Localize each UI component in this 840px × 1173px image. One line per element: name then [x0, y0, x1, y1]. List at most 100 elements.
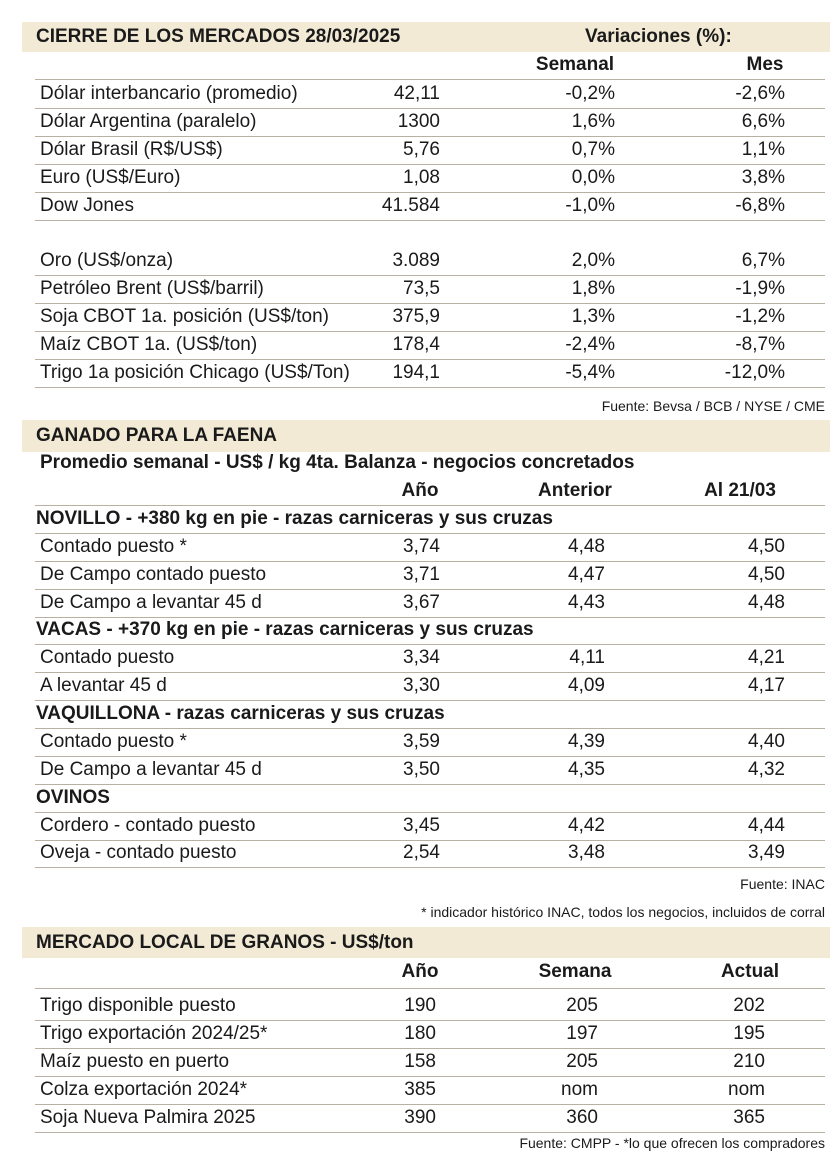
row-label: Dólar Argentina (paralelo) [40, 111, 257, 132]
row-rule [35, 756, 825, 757]
cell: 3,49 [748, 842, 785, 864]
row-rule [35, 359, 825, 360]
row-label: Contado puesto * [40, 731, 187, 752]
row-rule [35, 700, 825, 702]
cell: -5,4% [565, 362, 615, 383]
column-header: Al 21/03 [704, 480, 776, 501]
row-rule [35, 1104, 825, 1105]
row-label: Oveja - contado puesto [40, 842, 237, 864]
cell: 42,11 [393, 83, 440, 104]
cell: 4,39 [568, 731, 605, 752]
row-label: Euro (US$/Euro) [40, 167, 181, 188]
row-rule [35, 164, 825, 165]
cell: 1,1% [741, 139, 785, 160]
cell: 5,76 [403, 139, 440, 160]
cell: 360 [566, 1107, 598, 1128]
row-label: Trigo 1a posición Chicago (US$/Ton) [40, 362, 350, 383]
row-label: Trigo exportación 2024/25* [40, 1023, 268, 1044]
section-title: MERCADO LOCAL DE GRANOS - US$/ton [36, 932, 414, 953]
cell: 202 [733, 995, 765, 1016]
column-header: Año [401, 961, 439, 982]
cell: 4,35 [568, 758, 605, 780]
cell: 205 [566, 1051, 598, 1072]
cell: 3,48 [568, 842, 605, 864]
cell: -8,7% [735, 334, 785, 355]
cell: 4,44 [748, 814, 785, 836]
cell: nom [728, 1079, 765, 1100]
cell: 0,0% [571, 167, 615, 188]
cell: 1,08 [403, 167, 440, 188]
cell: 4,50 [748, 536, 785, 557]
row-rule [35, 616, 825, 618]
section-title: GANADO PARA LA FAENA [36, 425, 278, 446]
cell: -1,2% [735, 306, 785, 327]
cell: 205 [566, 995, 598, 1016]
cell: 4,40 [748, 731, 785, 752]
cell: 1,6% [571, 111, 615, 132]
row-rule [35, 561, 825, 562]
row-rule [35, 644, 825, 646]
group-title: VAQUILLONA - razas carniceras y sus cruz… [36, 703, 445, 724]
row-label: Trigo disponible puesto [40, 995, 236, 1016]
row-rule [35, 672, 825, 674]
row-rule [35, 387, 825, 388]
cell: 194,1 [392, 362, 440, 383]
cell: -1,9% [735, 278, 785, 299]
cell: 4,21 [748, 647, 785, 669]
cell: 6,7% [741, 250, 785, 271]
header-band [22, 927, 830, 958]
group-title: OVINOS [36, 786, 110, 808]
cell: 3,45 [403, 814, 440, 836]
cell: 197 [566, 1023, 598, 1044]
row-label: Cordero - contado puesto [40, 814, 256, 836]
cell: 3,30 [403, 675, 440, 697]
cell: 0,7% [571, 139, 615, 160]
note: * indicador histórico INAC, todos los ne… [421, 904, 825, 920]
cell: 1300 [397, 111, 440, 132]
row-label: Soja Nueva Palmira 2025 [40, 1107, 256, 1128]
row-rule [35, 108, 825, 109]
cell: -12,0% [724, 362, 785, 383]
cell: 385 [404, 1079, 436, 1100]
row-label: Maíz CBOT 1a. (US$/ton) [40, 334, 258, 355]
row-label: De Campo a levantar 45 d [40, 591, 262, 613]
cell: 2,54 [403, 842, 440, 864]
row-label: Dólar Brasil (R$/US$) [40, 139, 223, 160]
source: Fuente: Bevsa / BCB / NYSE / CME [601, 398, 825, 414]
row-rule [35, 136, 825, 137]
cell: 4,50 [748, 563, 785, 585]
row-label: Petróleo Brent (US$/barril) [40, 278, 264, 299]
row-label: Oro (US$/onza) [40, 250, 174, 271]
cell: nom [561, 1079, 598, 1100]
cell: 3,71 [403, 563, 440, 585]
row-label: De Campo a levantar 45 d [40, 758, 262, 780]
cell: 390 [404, 1107, 436, 1128]
cell: 3,50 [403, 758, 440, 780]
row-label: Contado puesto * [40, 536, 187, 557]
subtitle: Promedio semanal - US$ / kg 4ta. Balanza… [40, 452, 635, 473]
row-rule [35, 1076, 825, 1077]
cell: -1,0% [565, 195, 615, 216]
cell: 41.584 [381, 195, 440, 216]
header-band [22, 22, 830, 52]
cell: -6,8% [735, 195, 785, 216]
row-rule [35, 79, 825, 80]
row-rule [35, 275, 825, 276]
column-header: Semanal [535, 54, 615, 75]
row-rule [35, 988, 825, 989]
row-rule [35, 1020, 825, 1021]
group-title: NOVILLO - +380 kg en pie - razas carnice… [36, 508, 553, 529]
row-rule [35, 811, 825, 813]
row-label: De Campo contado puesto [40, 563, 267, 585]
row-rule [35, 331, 825, 332]
column-header: Mes [746, 54, 784, 75]
cell: 190 [404, 995, 436, 1016]
section-title: CIERRE DE LOS MERCADOS 28/03/2025 [36, 26, 401, 47]
cell: 3,74 [403, 536, 440, 557]
cell: 4,47 [568, 563, 605, 585]
cell: -0,2% [565, 83, 615, 104]
row-rule [35, 505, 825, 506]
row-rule [35, 192, 825, 193]
row-rule [35, 783, 825, 785]
